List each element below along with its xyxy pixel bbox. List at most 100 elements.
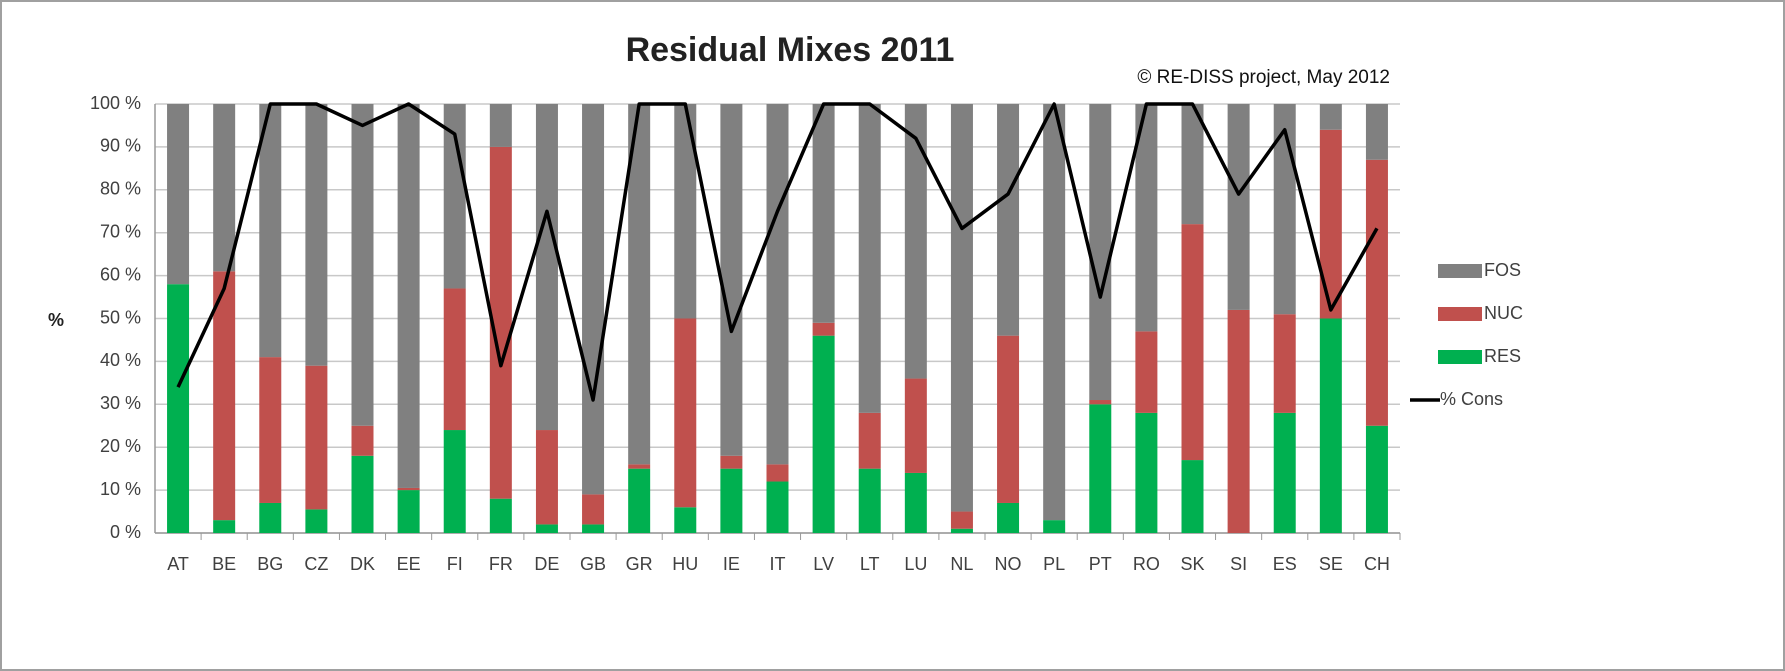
legend-label: RES xyxy=(1484,346,1521,366)
y-axis-label: % xyxy=(48,310,64,330)
bar-segment xyxy=(628,464,651,469)
bar-segment xyxy=(950,511,973,529)
x-tick-label: DE xyxy=(534,554,559,574)
bar-segment xyxy=(1227,309,1250,533)
bar-segment xyxy=(904,472,927,533)
bar-segment xyxy=(812,104,835,323)
bar-segment xyxy=(1273,314,1296,413)
y-tick-label: 90 % xyxy=(100,136,141,156)
bar-segment xyxy=(351,104,374,426)
x-tick-label: LU xyxy=(904,554,927,574)
bar-segment xyxy=(351,425,374,456)
x-tick-label: RO xyxy=(1133,554,1160,574)
y-tick-label: 20 % xyxy=(100,436,141,456)
legend-label: FOS xyxy=(1484,260,1521,280)
x-tick-label: DK xyxy=(350,554,375,574)
bar-segment xyxy=(628,104,651,465)
bar-segment xyxy=(582,524,605,533)
x-tick-label: CH xyxy=(1364,554,1390,574)
bar-segment xyxy=(213,104,236,272)
x-tick-label: BG xyxy=(257,554,283,574)
x-tick-label: FI xyxy=(447,554,463,574)
x-tick-label: GB xyxy=(580,554,606,574)
bar-segment xyxy=(950,528,973,533)
bar-segment xyxy=(535,430,558,525)
bar-segment xyxy=(1135,104,1158,332)
y-tick-label: 10 % xyxy=(100,479,141,499)
y-tick-label: 30 % xyxy=(100,393,141,413)
bar-segment xyxy=(628,468,651,533)
bar-segment xyxy=(489,104,512,147)
bar-segment xyxy=(1181,104,1204,225)
x-tick-label: ES xyxy=(1273,554,1297,574)
x-tick-label: SK xyxy=(1180,554,1204,574)
chart-title: Residual Mixes 2011 xyxy=(626,31,955,69)
bar-segment xyxy=(351,455,374,533)
bar-segment xyxy=(1089,104,1112,401)
bar-segment xyxy=(1089,400,1112,405)
bar-segment xyxy=(812,322,835,336)
x-tick-label: BE xyxy=(212,554,236,574)
bar-segment xyxy=(443,288,466,431)
bar-segment xyxy=(259,357,282,503)
line-series xyxy=(176,102,1379,402)
bar-segment xyxy=(997,502,1020,533)
bar-segment xyxy=(674,318,697,508)
bar-segment xyxy=(766,481,789,533)
bar-segment xyxy=(1089,404,1112,533)
bar-segment xyxy=(858,104,881,413)
x-tick-label: SI xyxy=(1230,554,1247,574)
bar-segment xyxy=(1181,460,1204,533)
legend-label: % Cons xyxy=(1440,389,1503,409)
bar-segment xyxy=(1319,318,1342,533)
x-tick-label: CZ xyxy=(304,554,328,574)
y-tick-label: 80 % xyxy=(100,179,141,199)
bar-segment xyxy=(167,284,190,533)
bar-segment xyxy=(1365,425,1388,533)
bar-segment xyxy=(720,455,743,469)
bar-segment xyxy=(305,365,328,510)
bar-segment xyxy=(766,464,789,482)
bar-segment xyxy=(812,335,835,533)
x-tick-label: IT xyxy=(770,554,786,574)
annotation: © RE-DISS project, May 2012 xyxy=(1137,67,1390,88)
bar-segment xyxy=(720,104,743,456)
x-tick-label: LV xyxy=(813,554,834,574)
bar-segment xyxy=(1135,331,1158,413)
bar-segment xyxy=(858,468,881,533)
x-tick-label: AT xyxy=(167,554,189,574)
bar-segment xyxy=(720,468,743,533)
bar-segment xyxy=(167,104,190,285)
bar-segment xyxy=(489,146,512,499)
x-tick-label: HU xyxy=(672,554,698,574)
bar-segment xyxy=(997,335,1020,503)
bar-segment xyxy=(1227,104,1250,310)
bar-segment xyxy=(904,104,927,379)
bar-segment xyxy=(535,104,558,431)
bar-segment xyxy=(1135,412,1158,533)
bar-segment xyxy=(674,507,697,533)
bar-segment xyxy=(489,498,512,533)
bar-segment xyxy=(582,104,605,495)
x-tick-label: EE xyxy=(397,554,421,574)
x-tick-label: SE xyxy=(1319,554,1343,574)
bar-segment xyxy=(1365,159,1388,426)
y-tick-label: 50 % xyxy=(100,307,141,327)
y-tick-label: 0 % xyxy=(110,522,141,542)
bar-segment xyxy=(1273,412,1296,533)
bar-segment xyxy=(397,487,420,491)
bar-segment xyxy=(950,104,973,512)
bar-segment xyxy=(259,104,282,358)
bar-segment xyxy=(443,430,466,533)
y-tick-label: 100 % xyxy=(90,93,141,113)
x-tick-label: NO xyxy=(995,554,1022,574)
x-tick-label: PL xyxy=(1043,554,1065,574)
bar-segment xyxy=(1181,224,1204,461)
bar-segment xyxy=(1043,520,1066,533)
bar-segment xyxy=(674,104,697,319)
legend-swatch xyxy=(1438,264,1482,278)
bar-segment xyxy=(582,494,605,525)
